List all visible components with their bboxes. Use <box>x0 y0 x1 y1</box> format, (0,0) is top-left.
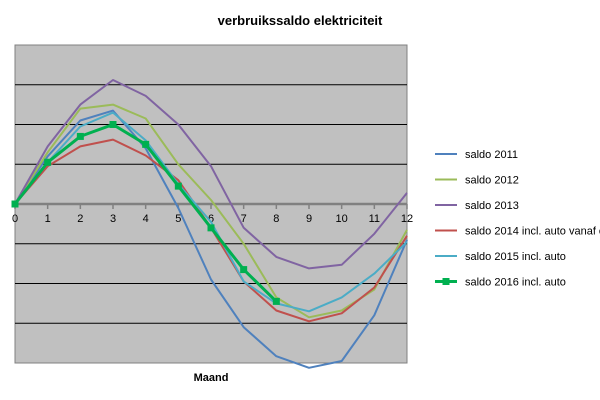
x-tick-label: 12 <box>401 213 413 225</box>
data-point <box>76 132 84 140</box>
x-tick-label: 6 <box>208 213 214 225</box>
x-tick-label: 1 <box>45 213 51 225</box>
legend-entry: saldo 2016 incl. auto <box>465 277 566 289</box>
series-line-2 <box>14 103 408 319</box>
data-point <box>109 121 117 128</box>
legend-entry: saldo 2013 <box>465 200 519 212</box>
chart-title: verbruikssaldo elektriciteit <box>218 13 383 28</box>
legend-marker <box>442 278 450 285</box>
legend-entry: saldo 2015 incl. auto <box>465 251 566 263</box>
x-tick-label: 5 <box>175 213 181 225</box>
x-tick-label: 8 <box>273 213 279 225</box>
x-tick-label: 4 <box>143 213 149 225</box>
legend: saldo 2011 saldo 2012 saldo 2013 saldo 2014… <box>435 149 600 289</box>
x-tick-label: 3 <box>110 213 116 225</box>
series-line-5 <box>14 111 408 313</box>
x-tick-label: 0 <box>12 213 18 225</box>
markers-layer <box>11 121 280 305</box>
x-tick-label: 7 <box>241 213 247 225</box>
series-line-3 <box>14 79 408 270</box>
gridlines <box>15 84 407 324</box>
data-point <box>11 200 19 208</box>
x-axis-label: Maand <box>194 372 229 384</box>
data-point <box>207 224 215 232</box>
legend-entry: saldo 2014 incl. auto vanaf okt <box>465 226 600 238</box>
data-point <box>272 297 280 305</box>
series-line-1 <box>14 109 408 369</box>
x-tick-label: 10 <box>336 213 348 225</box>
x-tick-labels: 0 1 2 3 4 5 6 7 8 9 10 11 12 <box>12 213 413 225</box>
data-point <box>44 158 52 166</box>
x-tick-label: 11 <box>369 213 380 225</box>
x-tick-label: 2 <box>77 213 83 225</box>
data-point <box>142 140 150 148</box>
legend-entry: saldo 2011 <box>465 149 518 161</box>
legend-entry: saldo 2012 <box>465 175 519 187</box>
data-point <box>174 182 182 190</box>
data-point <box>240 266 248 274</box>
x-tick-label: 9 <box>306 213 312 225</box>
